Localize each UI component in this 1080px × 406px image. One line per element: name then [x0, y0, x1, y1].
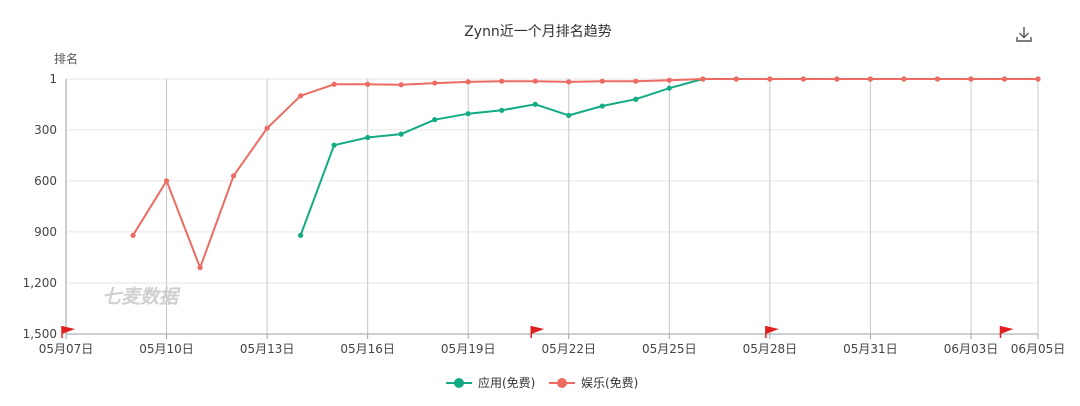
flag-cloth [765, 326, 779, 334]
data-point [800, 76, 806, 82]
flag-cloth [1000, 326, 1014, 334]
download-icon[interactable] [1016, 27, 1032, 42]
legend-label: 应用(免费) [478, 375, 535, 390]
y-tick-label: 1,500 [23, 327, 57, 341]
data-point [599, 103, 605, 109]
data-point [767, 76, 773, 82]
legend-marker [557, 378, 567, 388]
flag-icon [999, 326, 1014, 338]
legend-item-2: 娱乐(免费) [549, 375, 638, 390]
legend-item-1: 应用(免费) [446, 375, 535, 390]
x-tick-label: 05月22日 [541, 342, 596, 356]
data-point [633, 78, 639, 84]
data-point [499, 78, 505, 84]
flag-cloth [531, 326, 545, 334]
x-tick-label: 06月03日 [944, 342, 999, 356]
data-point [365, 134, 371, 141]
data-point [197, 265, 203, 271]
data-point [432, 117, 438, 123]
data-point [901, 76, 907, 82]
data-point [331, 81, 337, 87]
data-point [398, 82, 404, 88]
legend: 应用(免费) 娱乐(免费) [446, 375, 638, 390]
x-tick-label: 06月05日 [1011, 342, 1066, 356]
data-point [465, 111, 471, 117]
x-tick-label: 05月19日 [441, 342, 496, 356]
data-point [230, 173, 237, 179]
data-point [298, 232, 304, 238]
data-point [1035, 76, 1041, 82]
watermark: 七麦数据 [102, 286, 181, 308]
series-line-2 [132, 78, 1038, 269]
y-axis-label: 排名 [54, 51, 78, 66]
data-point [1001, 76, 1008, 82]
data-point [700, 76, 706, 82]
data-point [566, 112, 572, 119]
y-tick-label: 600 [34, 174, 57, 188]
y-tick-label: 1 [49, 72, 57, 86]
data-point [666, 77, 672, 83]
legend-label: 娱乐(免费) [581, 375, 638, 390]
data-point [532, 78, 538, 84]
data-point [867, 76, 874, 82]
data-point [633, 96, 639, 102]
y-tick-label: 300 [34, 123, 57, 137]
data-point [465, 79, 471, 85]
data-point [934, 76, 941, 82]
x-tick-label: 05月07日 [39, 342, 94, 356]
y-tick-label: 900 [34, 225, 57, 239]
data-point [834, 76, 840, 82]
data-point [264, 125, 270, 131]
data-point [499, 107, 505, 113]
data-point [163, 178, 170, 184]
x-tick-label: 05月25日 [642, 342, 697, 356]
x-tick-label: 05月10日 [139, 342, 194, 356]
data-point [733, 76, 739, 82]
data-point [365, 81, 371, 87]
y-tick-label: 1,200 [23, 276, 57, 290]
data-point [130, 232, 136, 238]
flag-icon [765, 326, 779, 338]
data-point [532, 101, 538, 107]
data-point [599, 78, 605, 84]
x-tick-label: 05月13日 [240, 342, 295, 356]
data-point [968, 76, 974, 82]
data-point [298, 93, 304, 99]
data-point [432, 80, 438, 86]
x-tick-label: 05月28日 [743, 342, 798, 356]
x-tick-label: 05月31日 [843, 342, 898, 356]
flag-icon [530, 326, 545, 338]
x-tick-label: 05月16日 [340, 342, 395, 356]
legend-marker [454, 378, 464, 388]
flag-icon [61, 326, 75, 338]
data-point [398, 131, 404, 137]
data-point [566, 79, 572, 85]
data-point [666, 85, 672, 91]
flag-cloth [62, 326, 75, 334]
data-point [331, 142, 337, 148]
chart-title: Zynn近一个月排名趋势 [464, 24, 612, 40]
